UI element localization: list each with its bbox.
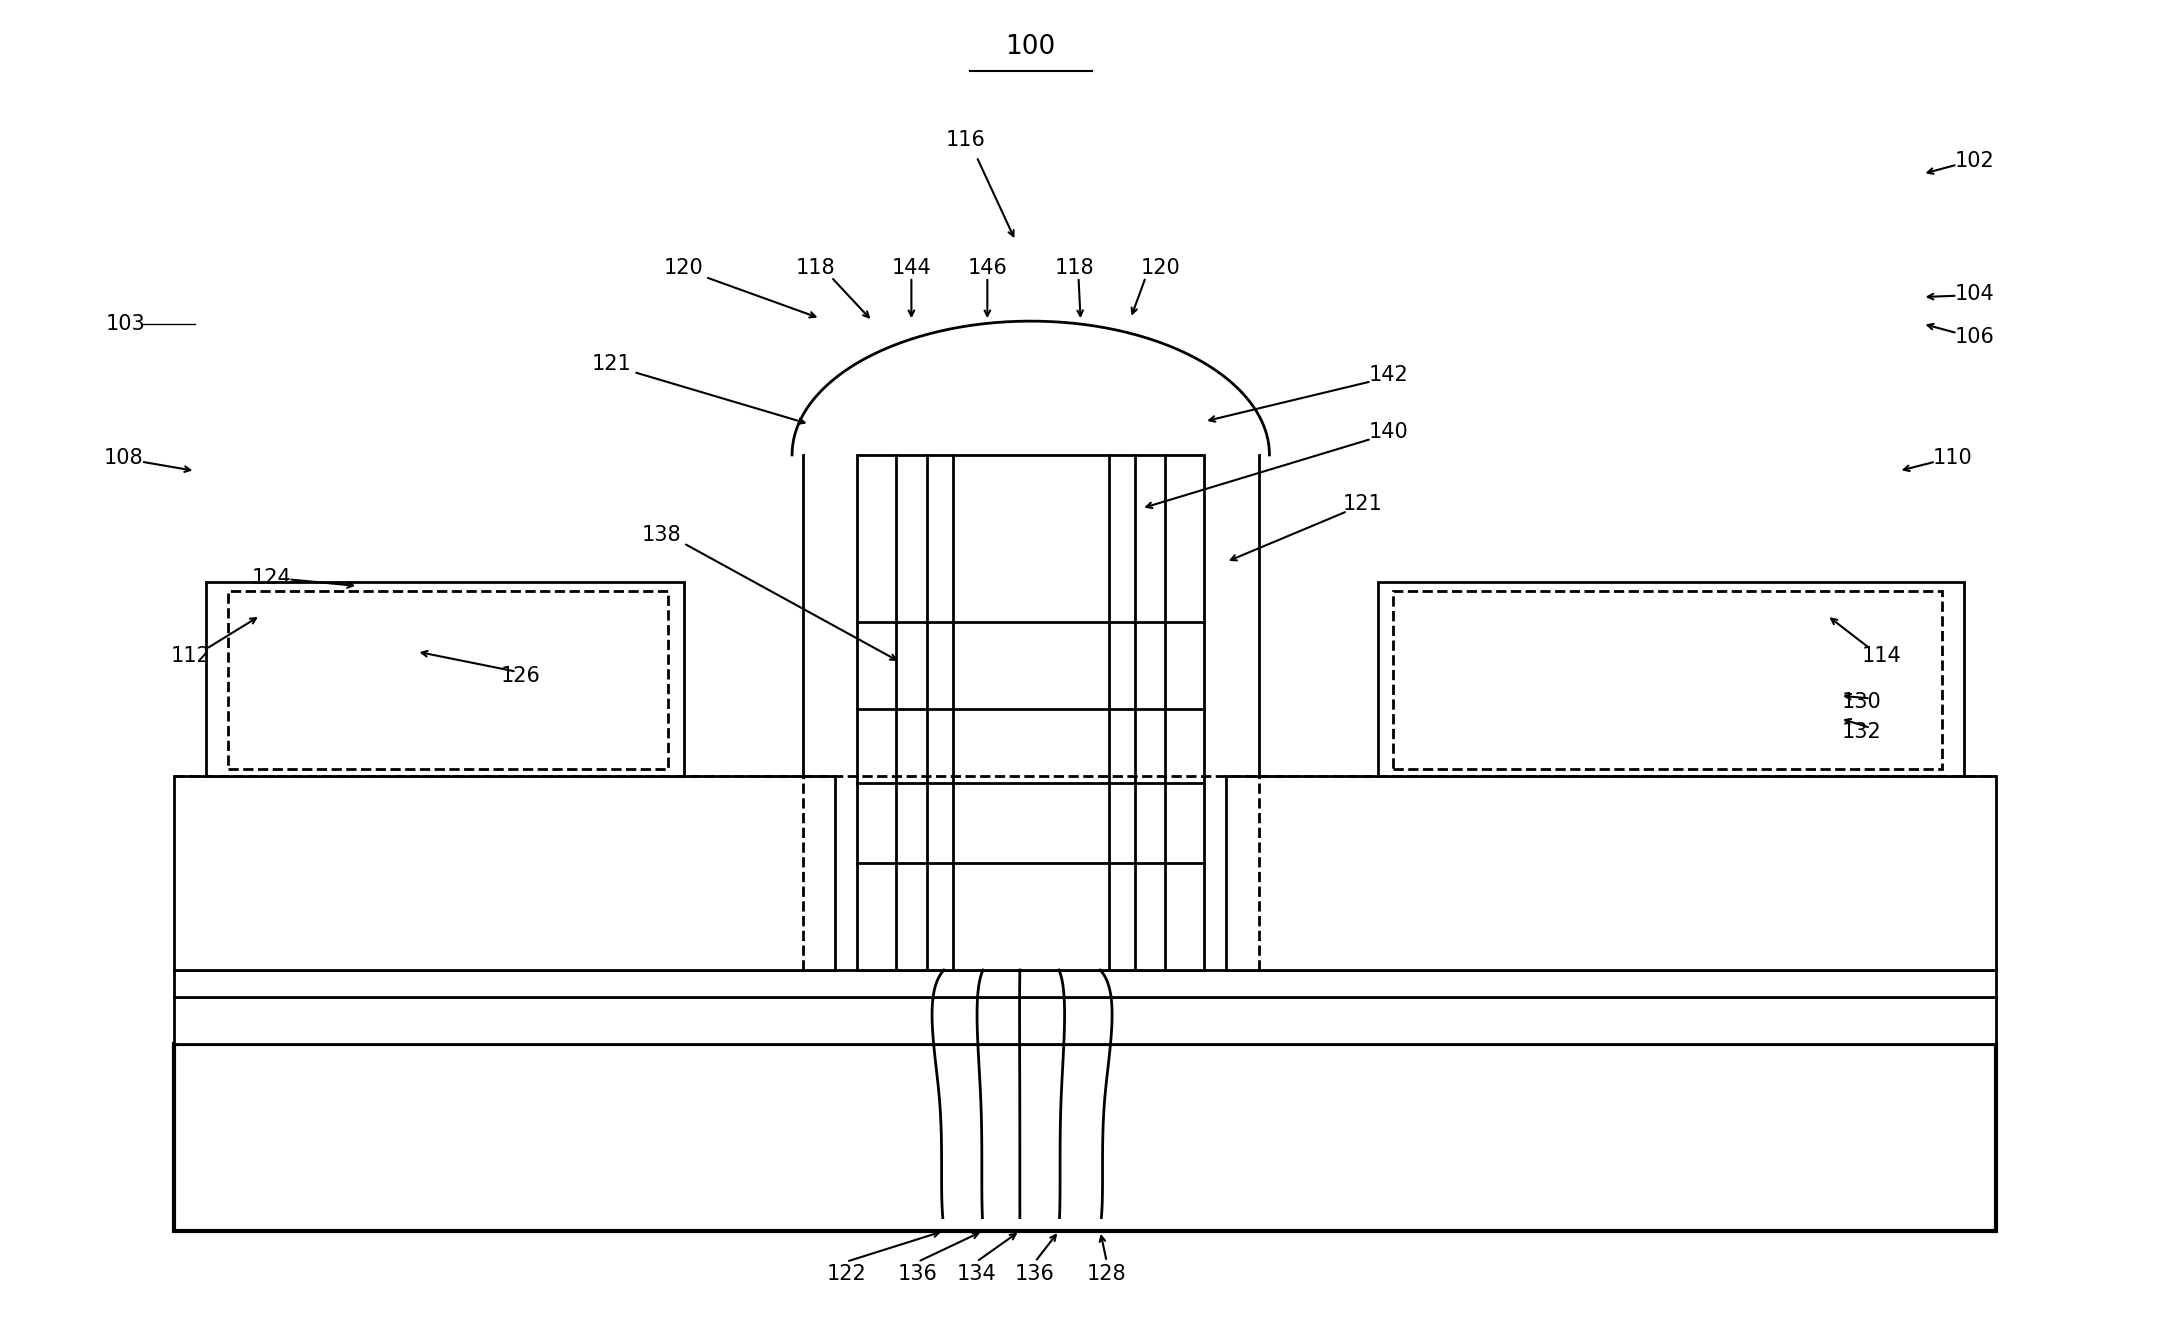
Text: 136: 136 — [1016, 1264, 1055, 1283]
Text: 103: 103 — [106, 314, 145, 333]
Text: 110: 110 — [1933, 448, 1973, 467]
Text: 121: 121 — [1343, 495, 1382, 514]
Text: 102: 102 — [1955, 151, 1994, 170]
Bar — [174, 1044, 1996, 1231]
Bar — [1226, 776, 1996, 970]
Text: 122: 122 — [827, 1264, 866, 1283]
Text: 128: 128 — [1087, 1264, 1126, 1283]
Text: 130: 130 — [1842, 693, 1881, 712]
Bar — [1378, 582, 1964, 776]
Text: 114: 114 — [1862, 646, 1901, 665]
Bar — [206, 582, 684, 776]
Text: 136: 136 — [898, 1264, 937, 1283]
Text: 120: 120 — [664, 258, 703, 277]
Bar — [228, 591, 668, 769]
Bar — [1393, 591, 1942, 769]
Bar — [174, 997, 1996, 1044]
Text: 140: 140 — [1369, 423, 1408, 442]
Text: 118: 118 — [796, 258, 835, 277]
Bar — [857, 455, 1204, 970]
Text: 138: 138 — [642, 526, 681, 545]
Text: 146: 146 — [968, 258, 1007, 277]
Bar — [174, 970, 1996, 997]
Text: 118: 118 — [1055, 258, 1094, 277]
Text: 106: 106 — [1955, 328, 1994, 347]
Text: 134: 134 — [957, 1264, 996, 1283]
Text: 142: 142 — [1369, 365, 1408, 384]
Text: 132: 132 — [1842, 723, 1881, 741]
Text: 104: 104 — [1955, 285, 1994, 304]
Text: 121: 121 — [592, 355, 631, 373]
Text: 126: 126 — [501, 666, 540, 685]
Text: 144: 144 — [892, 258, 931, 277]
Text: 108: 108 — [104, 448, 143, 467]
Text: 124: 124 — [252, 569, 291, 587]
Text: 100: 100 — [1005, 33, 1057, 60]
Text: 120: 120 — [1141, 258, 1180, 277]
Text: 112: 112 — [171, 646, 210, 665]
Bar — [174, 776, 835, 970]
Text: 116: 116 — [946, 131, 985, 150]
